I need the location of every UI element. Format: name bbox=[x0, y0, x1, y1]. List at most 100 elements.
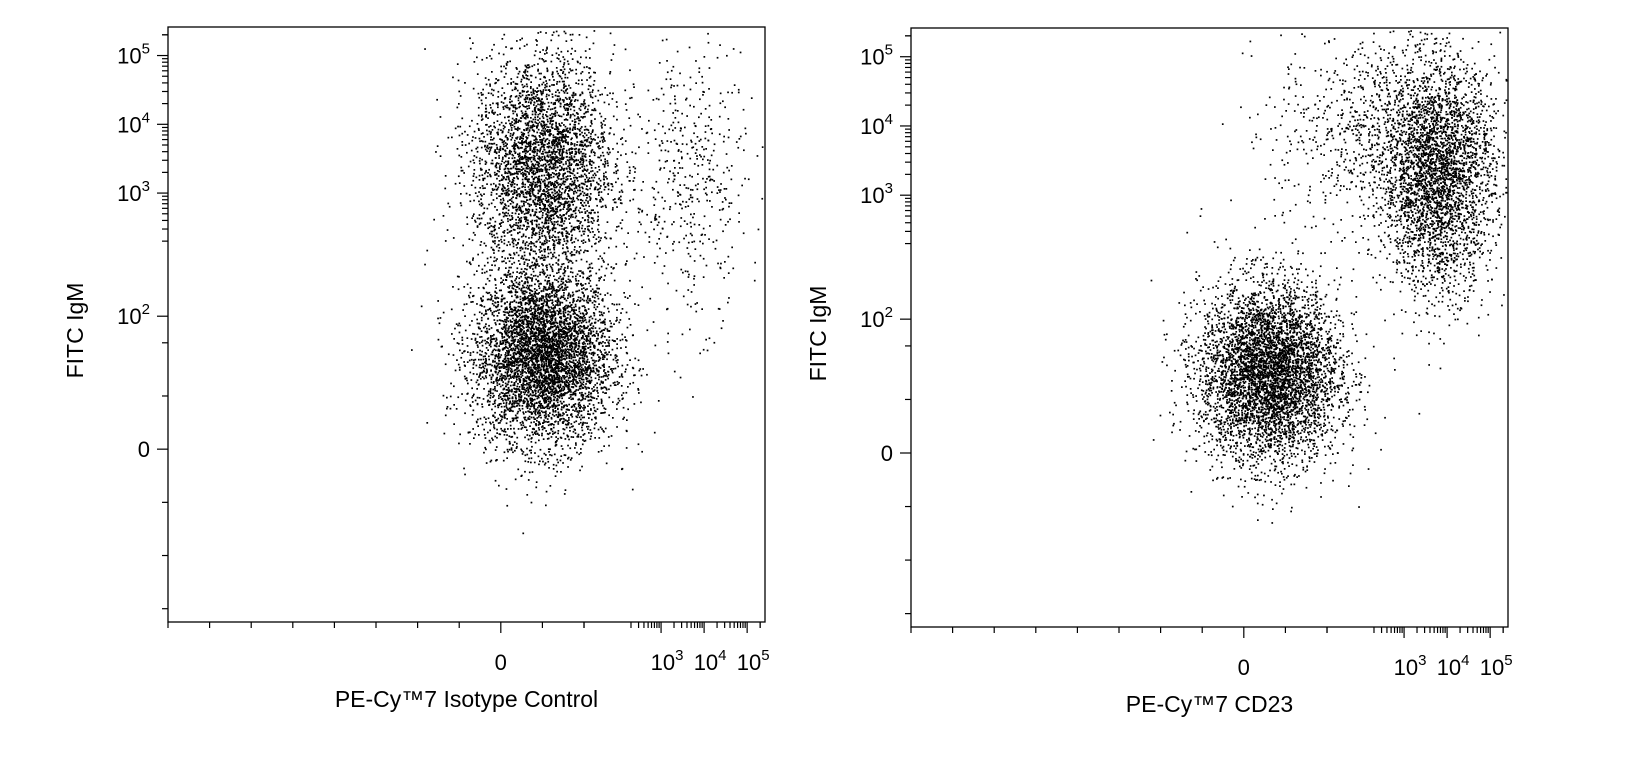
data-point bbox=[500, 402, 502, 405]
data-point bbox=[592, 369, 595, 372]
data-point bbox=[562, 394, 565, 396]
data-point bbox=[557, 432, 559, 435]
data-point bbox=[566, 345, 568, 348]
data-point bbox=[540, 350, 543, 352]
data-point bbox=[539, 369, 542, 372]
data-point bbox=[565, 368, 567, 370]
data-point bbox=[507, 375, 509, 378]
data-point bbox=[542, 352, 545, 355]
data-point bbox=[573, 306, 575, 309]
data-point bbox=[519, 329, 522, 331]
data-point bbox=[517, 388, 520, 390]
data-point bbox=[575, 342, 577, 344]
data-point bbox=[542, 346, 544, 348]
data-point bbox=[578, 401, 581, 404]
data-point bbox=[546, 407, 549, 410]
data-point bbox=[569, 447, 572, 450]
data-point bbox=[580, 393, 583, 396]
data-point bbox=[537, 416, 540, 418]
data-point bbox=[490, 230, 493, 233]
data-point bbox=[537, 329, 540, 332]
data-point bbox=[515, 296, 518, 298]
data-point bbox=[475, 342, 478, 344]
data-point bbox=[506, 389, 509, 391]
data-point bbox=[495, 337, 498, 340]
data-point bbox=[518, 340, 521, 342]
data-point bbox=[622, 392, 625, 394]
data-point bbox=[504, 413, 507, 416]
data-point bbox=[564, 454, 567, 457]
data-point bbox=[561, 330, 563, 333]
data-point bbox=[571, 342, 574, 344]
data-point bbox=[602, 321, 605, 324]
data-point bbox=[485, 421, 487, 424]
data-point bbox=[545, 351, 548, 353]
data-point bbox=[524, 247, 527, 250]
data-point bbox=[526, 308, 528, 311]
data-point bbox=[528, 471, 531, 474]
data-point bbox=[531, 360, 534, 363]
data-point bbox=[553, 353, 556, 356]
data-point bbox=[501, 337, 504, 339]
data-point bbox=[570, 423, 573, 425]
data-point bbox=[581, 391, 583, 394]
data-point bbox=[570, 386, 573, 388]
data-point bbox=[608, 396, 611, 399]
data-point bbox=[530, 441, 533, 443]
data-point bbox=[592, 412, 595, 415]
data-point bbox=[562, 315, 565, 318]
data-point bbox=[520, 246, 523, 249]
data-point bbox=[541, 271, 543, 274]
data-point bbox=[653, 431, 656, 434]
data-point bbox=[545, 390, 548, 392]
data-point bbox=[524, 376, 527, 379]
data-point bbox=[548, 354, 550, 356]
data-point bbox=[573, 362, 575, 364]
data-point bbox=[450, 308, 453, 311]
data-point bbox=[550, 364, 553, 367]
data-point bbox=[493, 427, 496, 430]
data-point bbox=[529, 302, 531, 305]
data-point bbox=[578, 310, 581, 313]
data-point bbox=[570, 393, 573, 396]
data-point bbox=[588, 367, 591, 370]
data-point bbox=[541, 360, 544, 362]
data-point bbox=[568, 390, 570, 393]
data-point bbox=[546, 354, 549, 357]
data-point bbox=[574, 278, 577, 280]
data-point bbox=[502, 459, 505, 462]
data-point bbox=[533, 383, 536, 386]
data-point bbox=[515, 417, 518, 420]
data-point bbox=[484, 446, 486, 449]
data-point bbox=[560, 312, 562, 315]
data-point bbox=[538, 421, 541, 424]
data-point bbox=[548, 293, 551, 295]
data-point bbox=[550, 326, 552, 329]
data-point bbox=[593, 312, 596, 315]
data-point bbox=[575, 389, 578, 391]
data-point bbox=[568, 305, 571, 308]
data-point bbox=[599, 318, 601, 321]
data-point bbox=[560, 395, 563, 397]
data-point bbox=[494, 301, 497, 304]
data-point bbox=[501, 333, 503, 336]
data-point bbox=[524, 307, 527, 310]
data-point bbox=[578, 398, 580, 401]
data-point bbox=[549, 402, 551, 404]
data-point bbox=[587, 428, 589, 430]
data-point bbox=[603, 374, 605, 377]
data-point bbox=[542, 438, 545, 440]
data-point bbox=[545, 312, 547, 314]
data-point bbox=[516, 385, 519, 388]
data-point bbox=[511, 370, 514, 373]
data-point bbox=[574, 326, 577, 329]
data-point bbox=[464, 378, 467, 380]
data-point bbox=[512, 347, 515, 350]
data-point bbox=[578, 340, 580, 343]
data-point bbox=[503, 395, 506, 398]
data-point bbox=[524, 391, 527, 394]
data-point bbox=[493, 333, 495, 336]
data-point bbox=[601, 298, 604, 300]
data-point bbox=[512, 284, 515, 286]
data-point bbox=[521, 309, 524, 312]
